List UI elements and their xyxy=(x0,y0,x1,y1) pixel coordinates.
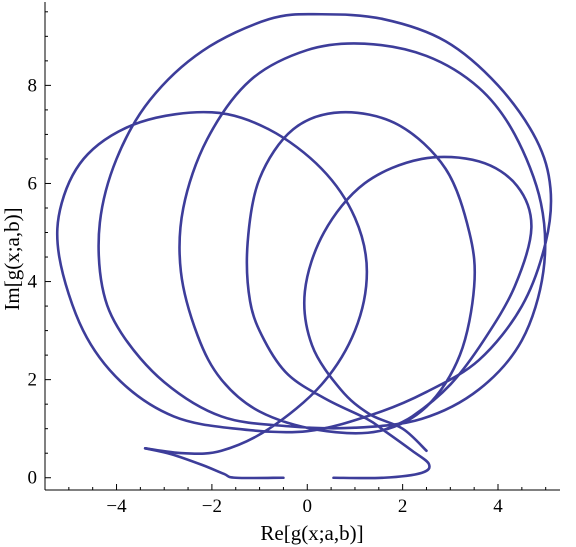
x-tick-label: 2 xyxy=(398,496,408,517)
series-line xyxy=(55,12,553,480)
y-tick-label: 0 xyxy=(28,468,38,489)
x-tick-label: −4 xyxy=(106,496,127,517)
y-tick-label: 2 xyxy=(28,370,38,391)
y-tick-label: 4 xyxy=(28,272,38,293)
x-tick-label: 0 xyxy=(303,496,313,517)
x-tick-label: −2 xyxy=(202,496,222,517)
y-tick-label: 8 xyxy=(28,75,38,96)
ticks: −4 −2 0 2 4 0 2 4 6 8 xyxy=(28,11,547,517)
series-line xyxy=(303,155,533,453)
x-axis-title: Re[g(x;a,b)] xyxy=(260,521,363,545)
x-tick-label: 4 xyxy=(493,496,503,517)
y-tick-label: 6 xyxy=(28,173,38,194)
curve xyxy=(55,12,553,480)
series-line xyxy=(143,447,285,480)
axes xyxy=(44,2,560,491)
y-axis-title: Im[g(x;a,b)] xyxy=(0,207,24,310)
